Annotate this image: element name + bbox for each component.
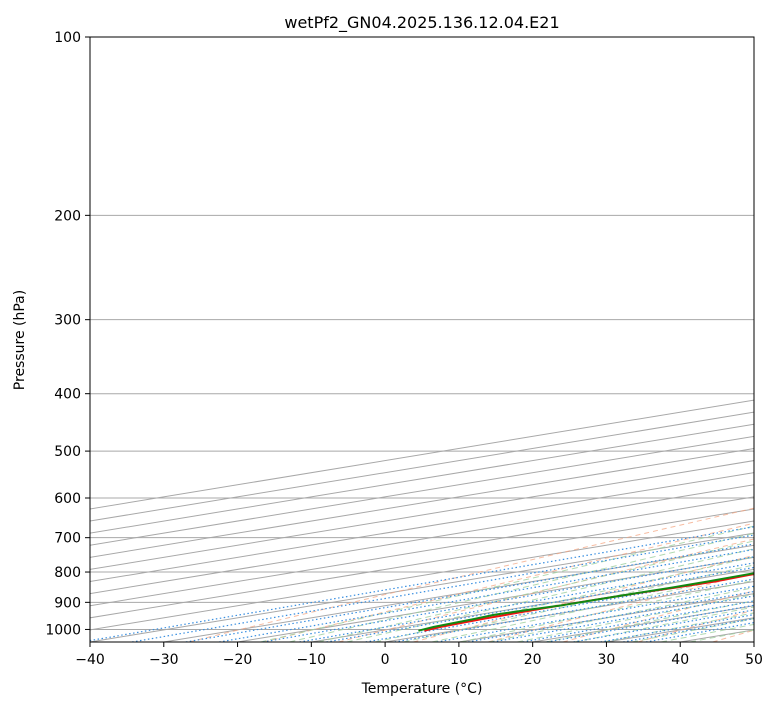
dry-adiabat [562, 590, 754, 642]
moist-adiabat [517, 593, 754, 642]
moist-adiabat [260, 525, 754, 642]
sounding-series [418, 572, 754, 632]
moist-adiabat [375, 556, 754, 642]
moist-adiabat [488, 586, 754, 642]
dry-adiabat [413, 554, 754, 642]
moist-adiabat [317, 540, 754, 642]
x-tick-label: −20 [223, 652, 253, 668]
isotherm-line [680, 629, 754, 642]
y-axis-title: Pressure (hPa) [12, 290, 28, 390]
isotherm-line [90, 508, 754, 619]
moist-adiabat [289, 532, 754, 642]
isotherm-line [90, 520, 754, 631]
y-tick-label: 600 [54, 491, 81, 507]
x-tick-label: 30 [598, 652, 616, 668]
y-tick-label: 900 [54, 595, 81, 611]
dewpoint-line [418, 572, 754, 632]
y-tick-label: 200 [54, 208, 81, 224]
moist-adiabat [431, 572, 754, 642]
isotherm-line [90, 532, 754, 642]
isotherm-line [90, 484, 754, 595]
isotherm-line [90, 435, 754, 546]
y-axis-ticks: 100 200 300 400 500 600 700 800 900 1000 [45, 30, 90, 638]
y-tick-label: 800 [54, 565, 81, 581]
mixing-ratio-line [185, 543, 754, 642]
mixing-ratio-line [394, 578, 754, 642]
dry-adiabat [263, 522, 754, 642]
isotherm-line [90, 496, 754, 607]
moist-adiabats [260, 525, 754, 642]
x-axis-ticks: −40 −30 −20 −10 0 10 20 30 40 50 [75, 642, 763, 668]
mixing-ratio-lines [90, 526, 754, 642]
isotherm-line [311, 568, 754, 642]
isotherm-line [90, 472, 754, 583]
isotherm-line [606, 617, 754, 642]
y-tick-label: 700 [54, 531, 81, 547]
moist-adiabat [346, 548, 754, 642]
x-tick-label: 10 [450, 652, 468, 668]
moist-adiabat [603, 612, 754, 642]
mixing-ratio-line [299, 562, 754, 642]
x-tick-label: 40 [671, 652, 689, 668]
isotherm-line [163, 544, 754, 642]
y-tick-label: 300 [54, 313, 81, 329]
mixing-ratio-line [326, 566, 754, 642]
mixing-ratio-line [131, 534, 754, 642]
x-axis-title: Temperature (°C) [361, 681, 483, 697]
mixing-ratio-line [546, 604, 754, 642]
x-tick-label: −30 [149, 652, 179, 668]
y-tick-label: 1000 [45, 622, 81, 638]
isotherm-line [90, 447, 754, 558]
x-tick-label: −40 [75, 652, 105, 668]
chart-title: wetPf2_GN04.2025.136.12.04.E21 [284, 13, 559, 33]
mixing-ratio-line [365, 573, 754, 642]
x-tick-label: 0 [381, 652, 390, 668]
moist-adiabat [689, 629, 754, 642]
mixing-ratio-line [262, 556, 754, 642]
isotherm-line [90, 399, 754, 510]
moist-adiabat [460, 579, 754, 642]
plot-area: 0.10.20.40.611.52346810131620253036-100-… [90, 37, 754, 642]
isotherm-line [90, 423, 754, 534]
y-tick-label: 500 [54, 444, 81, 460]
isotherm-gridlines [90, 399, 754, 642]
x-tick-label: −10 [297, 652, 327, 668]
dry-adiabat [188, 507, 754, 642]
dry-adiabat [488, 572, 754, 642]
isotherm-line [753, 641, 754, 642]
dry-adiabats [188, 507, 754, 642]
y-tick-label: 100 [54, 30, 81, 46]
plot-frame [89, 36, 755, 643]
isotherm-line [90, 411, 754, 522]
isotherm-line [90, 460, 754, 570]
temperature-line [424, 573, 754, 632]
x-tick-label: 50 [745, 652, 763, 668]
x-tick-label: 20 [524, 652, 542, 668]
isotherm-line [458, 593, 754, 642]
isotherm-line [237, 556, 754, 642]
y-tick-label: 400 [54, 387, 81, 403]
